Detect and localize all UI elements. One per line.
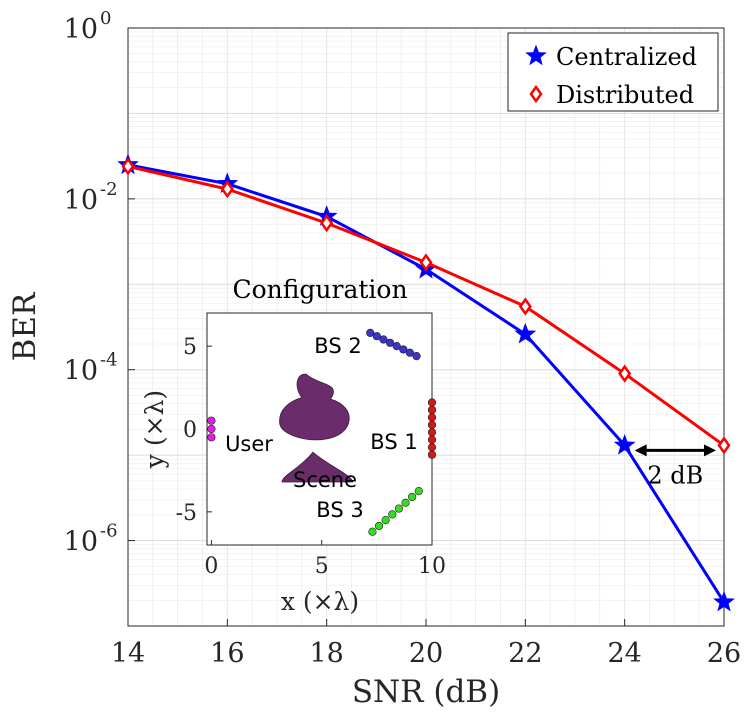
- scene-lower-body: [281, 451, 353, 483]
- label-bs-1: BS 1: [370, 430, 417, 454]
- point-bs-2: [392, 342, 401, 351]
- y-tick-label: 10: [64, 14, 98, 45]
- x-axis-label: SNR (dB): [352, 674, 500, 710]
- y-axis-label: BER: [7, 291, 43, 361]
- inset-ticks: 0 5 10 -5 0 5: [176, 335, 446, 579]
- data-point-centralized: [613, 433, 636, 455]
- point-bs-2: [405, 348, 415, 357]
- point-bs-2: [379, 335, 388, 344]
- data-point-distributed: [717, 436, 731, 455]
- data-point-distributed: [518, 297, 532, 316]
- inset-points: [207, 328, 437, 536]
- legend-label: Centralized: [556, 43, 697, 71]
- point-user: [207, 433, 216, 442]
- point-bs-3: [368, 527, 377, 536]
- y-tick-exponent: -6: [100, 521, 118, 542]
- point-bs-2: [412, 351, 421, 361]
- point-bs-1: [427, 413, 437, 422]
- legend-item-centralized: Centralized: [525, 43, 697, 71]
- point-bs-3: [374, 521, 384, 531]
- data-point-distributed: [121, 157, 135, 176]
- scene-object: [279, 373, 353, 483]
- point-bs-1: [427, 435, 437, 444]
- x-tick-label: 16: [210, 638, 244, 669]
- inset-x-tick-label: 10: [418, 554, 446, 579]
- point-bs-1: [427, 420, 437, 429]
- point-bs-2: [385, 338, 395, 347]
- y-tick-label: 10: [64, 356, 98, 387]
- point-bs-3: [394, 504, 404, 513]
- x-tick-label: 26: [707, 638, 741, 669]
- point-bs-1: [427, 405, 437, 415]
- data-point-centralized: [514, 322, 537, 344]
- point-bs-3: [414, 487, 423, 496]
- legend-diamond-icon: [529, 84, 543, 104]
- series-distributed: [121, 157, 731, 455]
- gap-arrow-head-left: [634, 444, 647, 457]
- inset-y-tick-label: 0: [183, 418, 197, 443]
- inset-x-tick-label: 5: [315, 554, 329, 579]
- x-tick-label: 24: [607, 638, 641, 669]
- x-tick-label: 22: [508, 638, 542, 669]
- data-point-centralized: [713, 590, 735, 612]
- point-bs-2: [399, 345, 408, 354]
- point-bs-3: [408, 492, 417, 502]
- point-bs-1: [427, 428, 437, 437]
- gap-annotation-label: 2 dB: [647, 461, 703, 489]
- gap-annotation: 2 dB: [634, 444, 716, 489]
- data-point-distributed: [419, 253, 433, 272]
- legend-item-distributed: Distributed: [529, 81, 694, 109]
- data-point-distributed: [320, 213, 334, 233]
- point-bs-1: [427, 398, 437, 407]
- gap-arrow-head-right: [704, 444, 716, 457]
- y-tick-exponent: -2: [100, 179, 118, 200]
- legend: Centralized Distributed: [507, 32, 719, 112]
- configuration-inset: Configuration 0 5 10 -5 0 5 BS 2 BS 1 BS 3 User S…: [140, 275, 446, 616]
- x-ticks: 14 16 18 20 22 24 26: [111, 619, 741, 669]
- inset-y-tick-label: 5: [183, 335, 197, 360]
- point-bs-2: [366, 328, 375, 337]
- series-layer: [117, 153, 735, 612]
- inset-labels: BS 2 BS 1 BS 3 User Scene: [225, 334, 418, 522]
- inset-y-tick-label: -5: [176, 501, 197, 526]
- x-tick-label: 18: [309, 638, 343, 669]
- point-bs-1: [427, 443, 437, 452]
- legend-star-icon: [525, 44, 547, 66]
- label-scene: Scene: [293, 468, 357, 492]
- label-user: User: [225, 432, 273, 456]
- data-point-distributed: [618, 364, 632, 383]
- y-tick-label: 10: [64, 185, 98, 216]
- point-bs-2: [372, 332, 381, 341]
- y-tick-exponent: -4: [100, 350, 118, 371]
- point-bs-3: [401, 498, 410, 507]
- data-point-distributed: [220, 179, 234, 199]
- legend-label: Distributed: [556, 81, 694, 109]
- label-bs-2: BS 2: [314, 334, 361, 358]
- inset-y-axis-label: y (×λ): [140, 390, 169, 469]
- y-tick-exponent: 0: [100, 8, 111, 29]
- legend-box: [507, 32, 719, 112]
- point-bs-1: [427, 450, 437, 459]
- x-tick-label: 14: [111, 638, 145, 669]
- point-user: [207, 424, 216, 434]
- point-bs-3: [381, 516, 390, 525]
- inset-title: Configuration: [232, 275, 407, 304]
- point-bs-3: [388, 510, 397, 519]
- inset-x-tick-label: 0: [204, 554, 218, 579]
- label-bs-3: BS 3: [316, 498, 363, 522]
- scene-upper-body: [279, 373, 350, 441]
- y-tick-label: 10: [64, 527, 98, 558]
- x-tick-label: 20: [409, 638, 443, 669]
- point-user: [207, 416, 216, 425]
- inset-x-axis-label: x (×λ): [281, 587, 359, 616]
